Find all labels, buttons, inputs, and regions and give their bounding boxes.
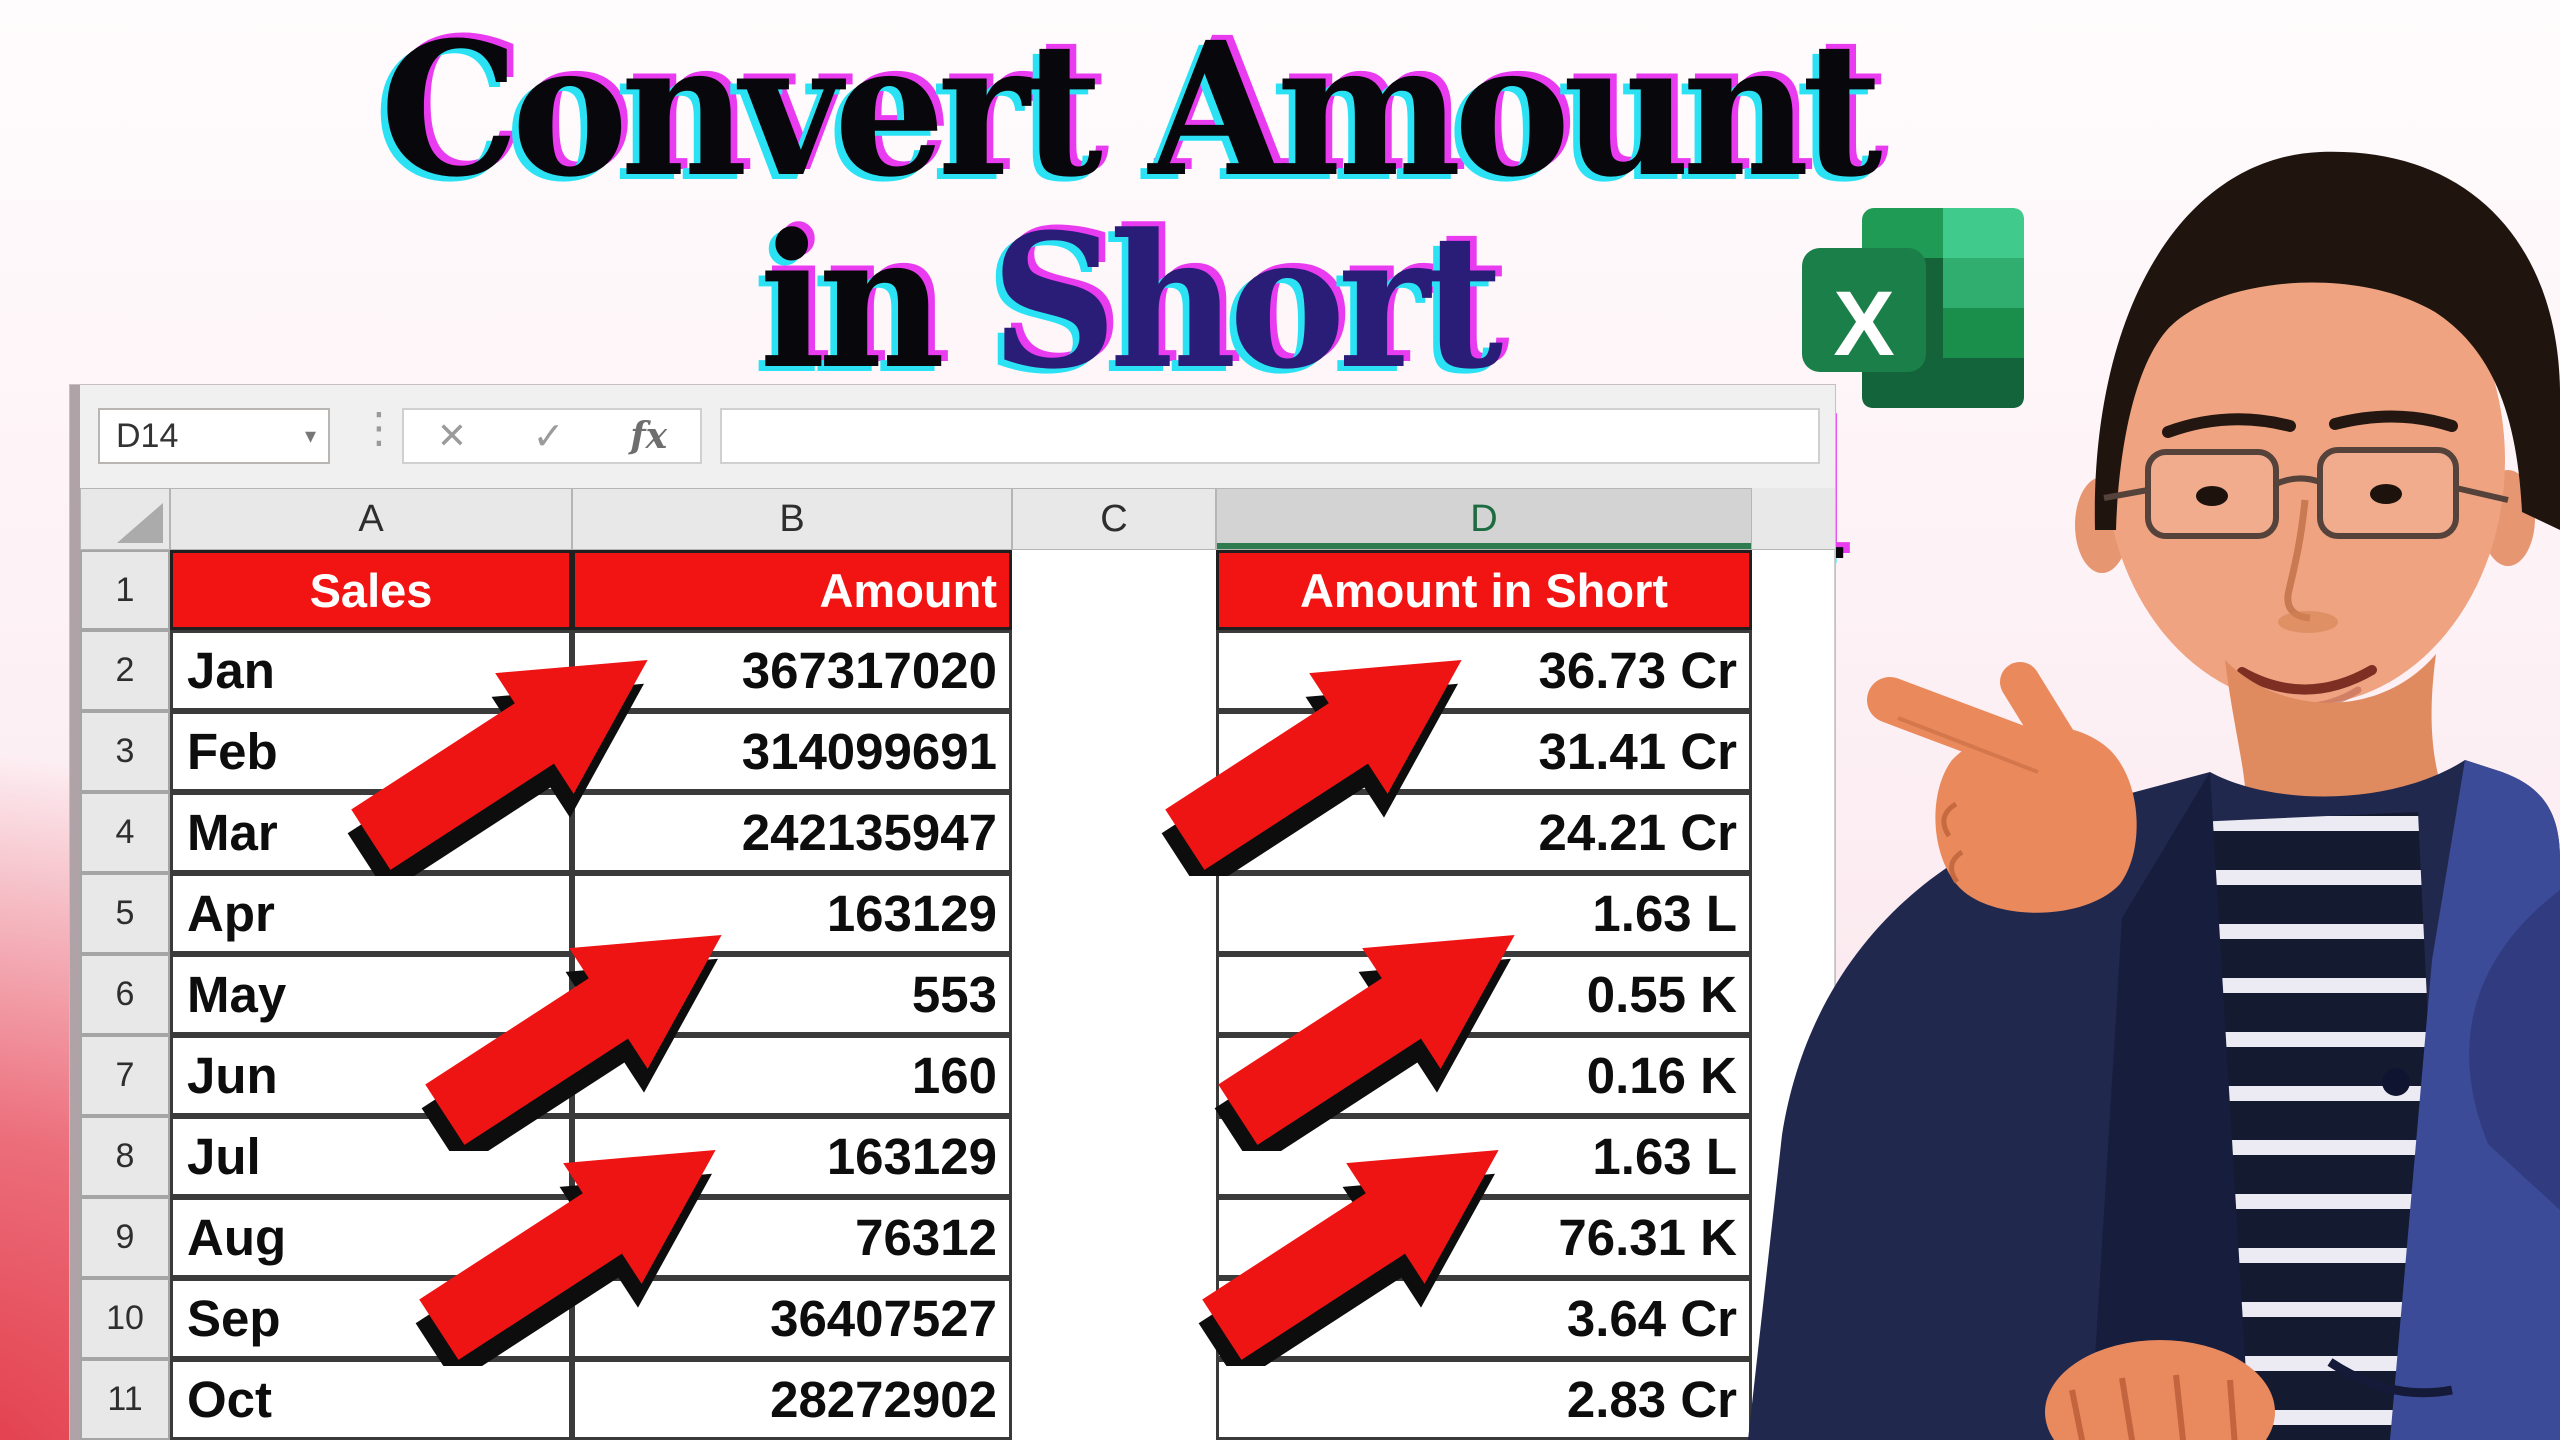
cell-c1-empty[interactable]	[1012, 550, 1216, 630]
name-box-value: D14	[116, 416, 179, 455]
cancel-icon[interactable]: ✕	[436, 415, 467, 456]
cell-amount[interactable]: 28272902	[572, 1359, 1012, 1440]
column-header-b[interactable]: B	[572, 488, 1012, 550]
row-number[interactable]: 3	[80, 711, 170, 792]
presenter-pointing-hand	[1867, 662, 2137, 913]
cell-amount[interactable]: 242135947	[572, 792, 1012, 873]
insert-function-icon[interactable]: fx	[630, 415, 668, 457]
row-filler	[1752, 550, 1835, 630]
row-number[interactable]: 6	[80, 954, 170, 1035]
row-filler	[1752, 873, 1835, 954]
cell-a1-sales[interactable]: Sales	[170, 550, 572, 630]
arrow-d5-icon	[1214, 934, 1515, 1151]
row-number[interactable]: 4	[80, 792, 170, 873]
column-header-d-active[interactable]: D	[1216, 488, 1752, 550]
excel-logo-letter: X	[1833, 273, 1894, 375]
cell-month[interactable]: Apr	[170, 873, 572, 954]
excel-logo-icon: X	[1802, 208, 2024, 408]
formula-bar[interactable]	[720, 408, 1820, 464]
cell-amount[interactable]: 367317020	[572, 630, 1012, 711]
row-filler	[1752, 711, 1835, 792]
presenter-photo	[1748, 151, 2560, 1440]
cell-empty[interactable]	[1012, 954, 1216, 1035]
cell-empty[interactable]	[1012, 873, 1216, 954]
row-number[interactable]: 2	[80, 630, 170, 711]
title-line-1: Convert Amount in Short	[56, 14, 2198, 398]
cell-empty[interactable]	[1012, 1035, 1216, 1116]
row-filler	[1752, 630, 1835, 711]
cell-empty[interactable]	[1012, 1278, 1216, 1359]
row-number[interactable]: 10	[80, 1278, 170, 1359]
name-box-dropdown-icon[interactable]: ▾	[304, 423, 316, 448]
presenter-hair	[2094, 151, 2560, 530]
title-line1-navy: Short	[990, 194, 1503, 410]
toolbar-dots-icon: ⋮	[358, 404, 400, 451]
arrow-d2-icon	[1161, 659, 1462, 876]
title-space	[938, 194, 991, 410]
presenter-right-hand	[2045, 1340, 2275, 1440]
arrow-b8-icon	[415, 1149, 716, 1366]
row-number[interactable]: 5	[80, 873, 170, 954]
cell-amount[interactable]: 163129	[572, 873, 1012, 954]
title-line1-black: Convert Amount in	[380, 2, 1883, 410]
row-filler	[1752, 792, 1835, 873]
index-finger	[1867, 677, 2078, 785]
cell-d1-amount-in-short[interactable]: Amount in Short	[1216, 550, 1752, 630]
cell-empty[interactable]	[1012, 1116, 1216, 1197]
row-number[interactable]: 8	[80, 1116, 170, 1197]
arrow-d8-icon	[1198, 1149, 1499, 1366]
arrow-b2-icon	[347, 659, 648, 876]
row-number[interactable]: 11	[80, 1359, 170, 1440]
excel-logo-x-tile	[1802, 248, 1926, 372]
presenter-neck	[2225, 654, 2452, 822]
row-number[interactable]: 9	[80, 1197, 170, 1278]
column-header-a[interactable]: A	[170, 488, 572, 550]
cell-month[interactable]: May	[170, 954, 572, 1035]
select-all-corner[interactable]	[80, 488, 170, 550]
cell-short[interactable]: 36.73 Cr	[1216, 630, 1752, 711]
cell-short[interactable]: 2.83 Cr	[1216, 1359, 1752, 1440]
cell-amount[interactable]: 314099691	[572, 711, 1012, 792]
cell-empty[interactable]	[1012, 711, 1216, 792]
column-header-c[interactable]: C	[1012, 488, 1216, 550]
arrow-b5-icon	[421, 934, 722, 1151]
excel-toolbar: D14 ▾ ⋮ ✕ ✓ fx	[80, 385, 1835, 488]
presenter-torso	[1748, 760, 2560, 1440]
row-number[interactable]: 7	[80, 1035, 170, 1116]
cell-month[interactable]: Oct	[170, 1359, 572, 1440]
formula-icon-group: ✕ ✓ fx	[402, 408, 702, 464]
name-box[interactable]: D14 ▾	[98, 408, 330, 464]
column-header-filler	[1752, 488, 1835, 550]
cell-empty[interactable]	[1012, 630, 1216, 711]
enter-icon[interactable]: ✓	[532, 415, 565, 458]
presenter-head	[2075, 151, 2560, 822]
cell-empty[interactable]	[1012, 1197, 1216, 1278]
cell-empty[interactable]	[1012, 1359, 1216, 1440]
excel-sheet-panel: D14 ▾ ⋮ ✕ ✓ fx A B C D 1 Sales Amount A	[70, 385, 1835, 1440]
row-number[interactable]: 1	[80, 550, 170, 630]
cell-b1-amount[interactable]: Amount	[572, 550, 1012, 630]
